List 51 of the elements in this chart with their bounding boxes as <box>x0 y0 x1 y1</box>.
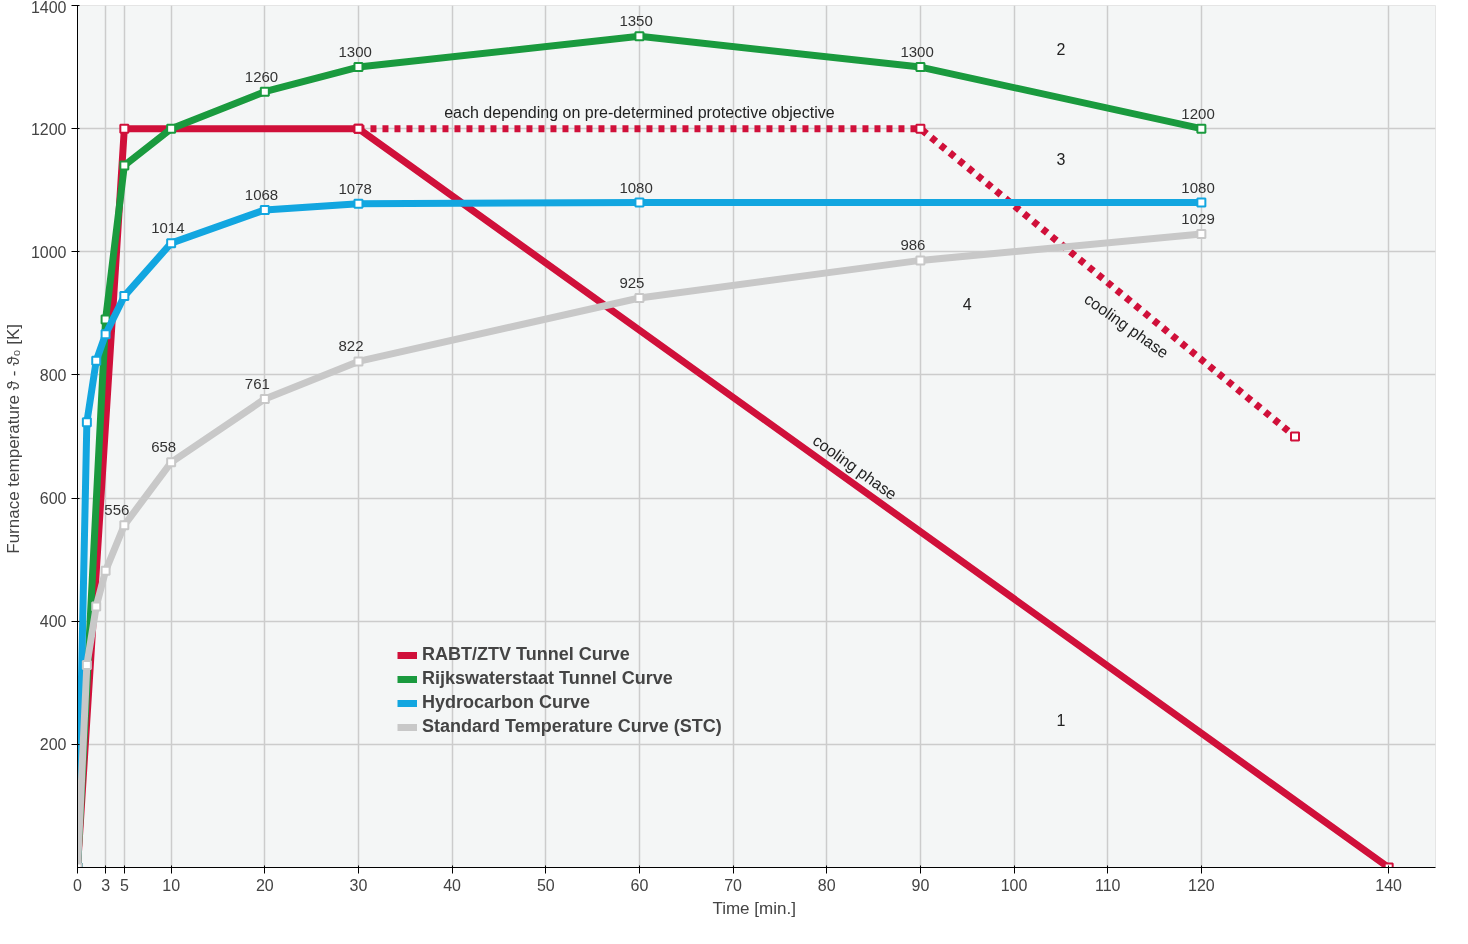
data-label: 1260 <box>244 67 279 85</box>
y-tick-label: 400 <box>39 613 67 631</box>
y-tick-label: 1200 <box>30 120 67 138</box>
data-label: 822 <box>338 337 364 355</box>
data-label: 925 <box>619 273 645 291</box>
x-tick-label: 50 <box>536 876 555 894</box>
data-label: 658 <box>151 438 177 456</box>
legend-label: Rijkswaterstaat Tunnel Curve <box>422 668 673 689</box>
data-label: 1300 <box>900 43 934 61</box>
data-label: 986 <box>900 236 926 254</box>
annotation: 3 <box>1056 151 1066 169</box>
data-label: 1078 <box>338 179 372 197</box>
data-label: 1350 <box>619 12 653 30</box>
annotation: 2 <box>1056 40 1066 58</box>
y-tick-label: 600 <box>39 490 67 508</box>
x-tick-label: 140 <box>1375 876 1403 894</box>
annotation: each depending on pre-determined protective objective <box>444 103 835 121</box>
annotation: 4 <box>962 296 972 314</box>
data-label: 1014 <box>151 219 185 237</box>
legend-label: Standard Temperature Curve (STC) <box>422 716 722 737</box>
data-label: 556 <box>104 501 130 519</box>
x-tick-label: 110 <box>1094 876 1121 894</box>
data-label: 1080 <box>619 178 653 196</box>
data-label: 1068 <box>244 185 279 203</box>
x-tick-label: 60 <box>630 876 649 894</box>
y-tick-label: 800 <box>39 366 67 384</box>
annotation: 1 <box>1056 711 1066 729</box>
data-label: 761 <box>244 374 270 392</box>
x-tick-label: 70 <box>724 876 743 894</box>
x-tick-label: 90 <box>911 876 930 894</box>
y-tick-label: 200 <box>39 736 67 754</box>
data-label: 1080 <box>1181 178 1215 196</box>
x-tick-label: 100 <box>1000 876 1028 894</box>
y-tick-label: 1400 <box>30 0 67 16</box>
x-tick-label: 30 <box>349 876 368 894</box>
x-tick-label: 40 <box>443 876 462 894</box>
data-label: 1029 <box>1181 209 1215 227</box>
x-tick-label: 80 <box>817 876 836 894</box>
x-tick-label: 0 <box>73 876 83 894</box>
x-tick-label: 5 <box>119 876 129 894</box>
x-tick-label: 3 <box>101 876 111 894</box>
y-tick-label: 1000 <box>30 243 67 261</box>
data-label: 1200 <box>1181 104 1215 122</box>
x-tick-label: 10 <box>162 876 181 894</box>
x-tick-label: 20 <box>255 876 274 894</box>
data-label: 1300 <box>338 43 372 61</box>
legend-label: RABT/ZTV Tunnel Curve <box>422 644 630 665</box>
y-axis-title: Furnace temperature ϑ - ϑ₀ [K] <box>3 323 23 554</box>
x-axis-title: Time [min.] <box>712 898 796 918</box>
legend-label: Hydrocarbon Curve <box>422 692 591 713</box>
x-tick-label: 120 <box>1188 876 1215 894</box>
